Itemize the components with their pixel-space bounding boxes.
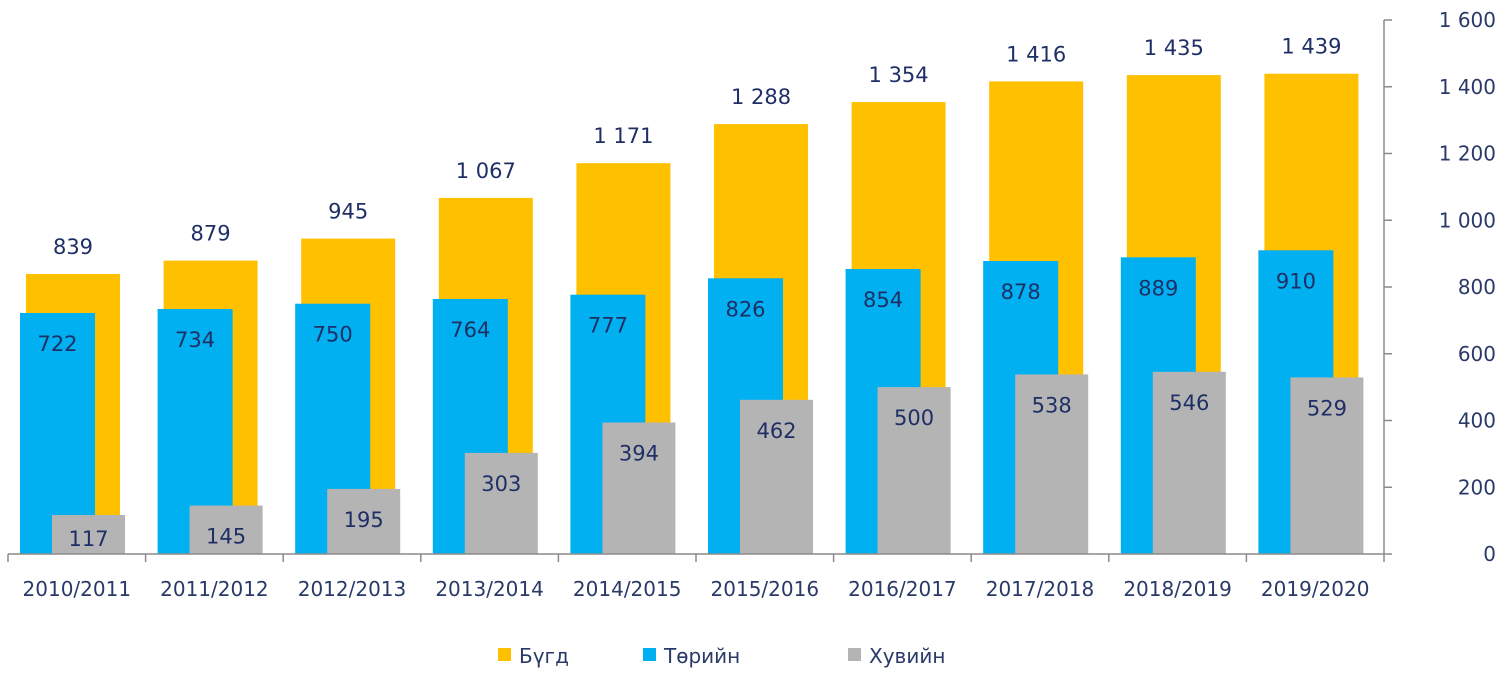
data-label-state-0: 722 bbox=[37, 332, 77, 356]
data-label-state-8: 889 bbox=[1138, 276, 1178, 300]
data-label-total-9: 1 439 bbox=[1281, 35, 1341, 59]
x-tick-label: 2010/2011 bbox=[23, 577, 132, 601]
data-label-state-7: 878 bbox=[1001, 280, 1041, 304]
bar-private-3 bbox=[464, 452, 538, 554]
y-tick-label: 600 bbox=[1458, 342, 1496, 366]
bar-private-4 bbox=[602, 422, 676, 554]
bar-private-0 bbox=[52, 515, 125, 554]
data-label-private-2: 195 bbox=[344, 508, 384, 532]
data-label-private-9: 529 bbox=[1307, 396, 1347, 420]
data-label-private-1: 145 bbox=[206, 525, 246, 549]
data-label-state-3: 764 bbox=[450, 318, 490, 342]
y-tick-label: 1 400 bbox=[1439, 75, 1496, 99]
x-tick-label: 2016/2017 bbox=[848, 577, 957, 601]
data-label-total-7: 1 416 bbox=[1006, 42, 1066, 66]
data-label-state-4: 777 bbox=[588, 314, 628, 338]
legend-label-total: Бүгд bbox=[519, 644, 569, 668]
data-label-state-5: 826 bbox=[725, 297, 765, 321]
bar-private-8 bbox=[1152, 371, 1226, 554]
data-label-state-2: 750 bbox=[313, 323, 353, 347]
y-tick-label: 0 bbox=[1483, 542, 1496, 566]
bar-private-7 bbox=[1015, 374, 1089, 554]
data-label-state-6: 854 bbox=[863, 288, 903, 312]
bar-state-0 bbox=[20, 313, 95, 554]
x-tick-label: 2011/2012 bbox=[160, 577, 269, 601]
legend-swatch-total bbox=[498, 648, 511, 661]
data-label-private-6: 500 bbox=[894, 406, 934, 430]
x-tick-label: 2019/2020 bbox=[1261, 577, 1370, 601]
data-label-total-6: 1 354 bbox=[869, 63, 929, 87]
x-tick-label: 2013/2014 bbox=[435, 577, 544, 601]
y-tick-label: 1 600 bbox=[1439, 8, 1496, 32]
x-tick-label: 2015/2016 bbox=[711, 577, 820, 601]
data-label-total-1: 879 bbox=[191, 222, 231, 246]
data-label-total-2: 945 bbox=[328, 200, 368, 224]
data-label-total-0: 839 bbox=[53, 235, 93, 259]
bar-private-5 bbox=[740, 399, 813, 554]
bar-private-9 bbox=[1290, 377, 1364, 554]
data-label-private-5: 462 bbox=[756, 419, 796, 443]
x-tick-label: 2014/2015 bbox=[573, 577, 682, 601]
data-label-state-9: 910 bbox=[1276, 269, 1316, 293]
y-tick-label: 1 000 bbox=[1439, 208, 1496, 232]
data-label-private-8: 546 bbox=[1169, 391, 1209, 415]
bar-private-1 bbox=[189, 505, 263, 554]
data-label-private-3: 303 bbox=[481, 472, 521, 496]
x-tick-label: 2012/2013 bbox=[298, 577, 407, 601]
data-label-private-0: 117 bbox=[68, 527, 108, 551]
data-label-total-5: 1 288 bbox=[731, 85, 791, 109]
x-tick-label: 2017/2018 bbox=[986, 577, 1095, 601]
data-label-total-8: 1 435 bbox=[1144, 36, 1204, 60]
data-label-total-4: 1 171 bbox=[593, 124, 653, 148]
legend-label-private: Хувийн bbox=[869, 644, 945, 668]
data-label-total-3: 1 067 bbox=[456, 159, 516, 183]
y-tick-label: 1 200 bbox=[1439, 142, 1496, 166]
y-tick-label: 400 bbox=[1458, 409, 1496, 433]
x-tick-label: 2018/2019 bbox=[1123, 577, 1232, 601]
bar-private-6 bbox=[877, 387, 951, 554]
y-tick-label: 200 bbox=[1458, 475, 1496, 499]
legend-swatch-private bbox=[848, 648, 861, 661]
data-label-state-1: 734 bbox=[175, 328, 215, 352]
y-tick-label: 800 bbox=[1458, 275, 1496, 299]
data-label-private-4: 394 bbox=[619, 442, 659, 466]
data-label-private-7: 538 bbox=[1032, 393, 1072, 417]
bar-private-2 bbox=[327, 488, 401, 554]
legend-label-state: Төрийн bbox=[663, 644, 740, 668]
legend-swatch-state bbox=[643, 648, 656, 661]
